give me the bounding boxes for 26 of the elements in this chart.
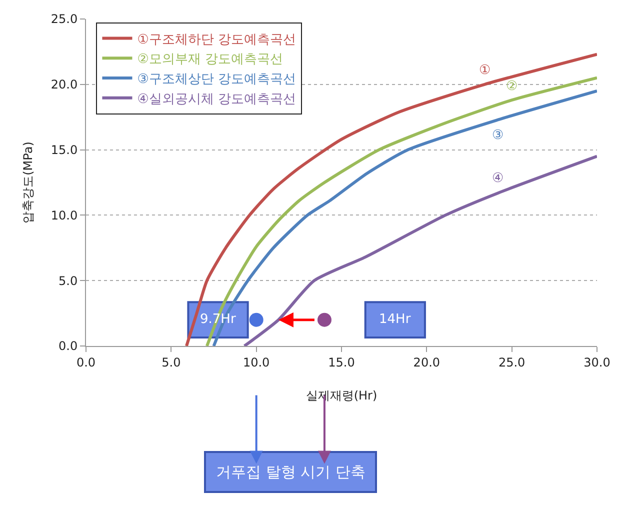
legend-label: ④실외공시체 강도예측곡선 [137, 92, 296, 107]
x-tick-label: 5.0 [162, 355, 181, 370]
x-axis-title: 실제재령(Hr) [306, 388, 378, 402]
legend-label: ③구조체상단 강도예측곡선 [137, 72, 296, 88]
x-tick-label: 0.0 [76, 355, 96, 370]
legend-label: ①구조체하단 강도예측곡선 [137, 32, 296, 48]
annotation: ② [506, 79, 518, 94]
x-tick-label: 30.0 [584, 355, 610, 370]
y-tick-label: 0.0 [58, 339, 78, 354]
x-tick-label: 20.0 [413, 355, 440, 370]
annotation: 14Hr [379, 312, 412, 327]
annotation: ① [479, 63, 491, 78]
x-tick-label: 25.0 [498, 355, 526, 370]
y-axis-title: 압축강도(MPa) [21, 142, 36, 224]
annotation: ③ [492, 128, 504, 143]
y-tick-label: 20.0 [50, 78, 78, 92]
annotation: ④ [492, 171, 504, 186]
y-tick-label: 15.0 [50, 143, 78, 157]
x-tick-label: 15.0 [328, 355, 355, 370]
y-tick-label: 5.0 [58, 274, 78, 288]
x-tick-label: 10.0 [242, 355, 270, 370]
text: 거푸집 탈형 시기 단축 [216, 463, 366, 481]
legend-label: ②모의부재 강도예측곡선 [137, 52, 284, 68]
y-tick-label: 10.0 [50, 208, 78, 222]
y-tick-label: 25.0 [50, 12, 78, 26]
line-series [242, 154, 597, 346]
